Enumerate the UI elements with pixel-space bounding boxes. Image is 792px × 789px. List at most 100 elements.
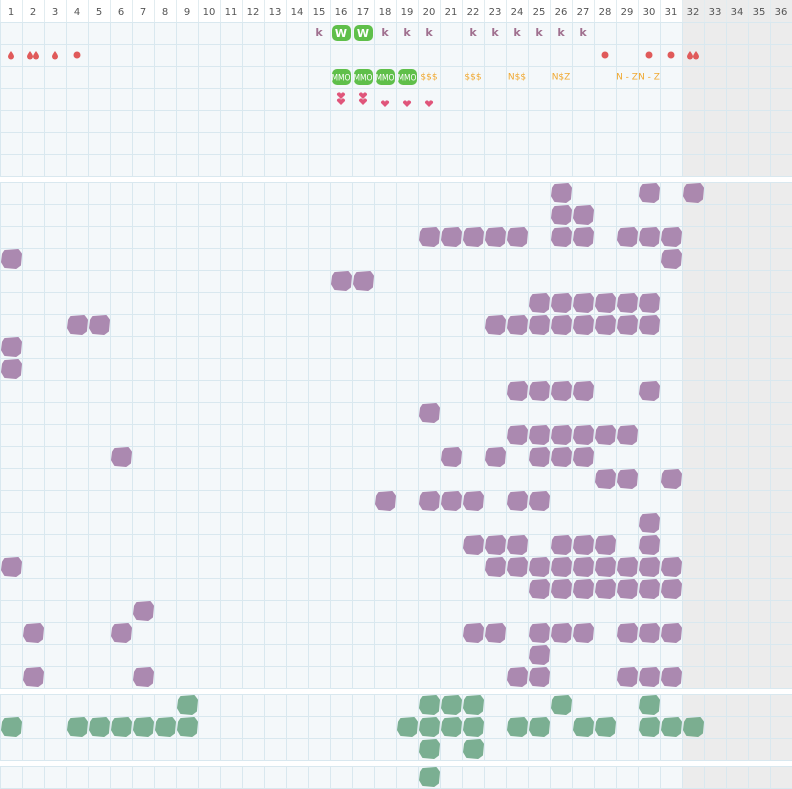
block bbox=[617, 469, 638, 489]
block bbox=[551, 315, 572, 335]
column-number: 12 bbox=[247, 7, 260, 18]
code-label: N$Z bbox=[552, 73, 571, 83]
drop-icon bbox=[693, 51, 699, 60]
block bbox=[529, 667, 550, 687]
block bbox=[529, 623, 550, 643]
k-label: k bbox=[315, 26, 323, 39]
block bbox=[639, 579, 660, 599]
block bbox=[507, 535, 528, 555]
block bbox=[507, 315, 528, 335]
dot-icon bbox=[73, 51, 81, 59]
k-label: k bbox=[469, 26, 477, 39]
column-number: 16 bbox=[335, 7, 348, 18]
block bbox=[529, 491, 550, 511]
block bbox=[529, 717, 550, 737]
block bbox=[507, 557, 528, 577]
k-label: k bbox=[535, 26, 543, 39]
block bbox=[331, 271, 352, 291]
block bbox=[177, 695, 198, 715]
block bbox=[551, 293, 572, 313]
block bbox=[1, 249, 22, 269]
block bbox=[463, 491, 484, 511]
column-number: 34 bbox=[731, 7, 744, 18]
column-number: 19 bbox=[401, 7, 414, 18]
column-number: 36 bbox=[775, 7, 788, 18]
block bbox=[111, 447, 132, 467]
column-number: 14 bbox=[291, 7, 304, 18]
block bbox=[419, 403, 440, 423]
block bbox=[551, 447, 572, 467]
block bbox=[573, 227, 594, 247]
block bbox=[617, 623, 638, 643]
column-number: 3 bbox=[52, 7, 58, 18]
block bbox=[639, 183, 660, 203]
tag-label: MMO bbox=[398, 74, 417, 84]
block bbox=[529, 557, 550, 577]
block bbox=[485, 227, 506, 247]
block bbox=[441, 717, 462, 737]
block bbox=[661, 227, 682, 247]
column-number: 31 bbox=[665, 7, 678, 18]
block bbox=[155, 717, 176, 737]
drop-icon bbox=[52, 51, 58, 60]
block bbox=[639, 717, 660, 737]
block bbox=[111, 717, 132, 737]
block bbox=[1, 557, 22, 577]
block bbox=[551, 205, 572, 225]
green-tag bbox=[398, 69, 417, 85]
block bbox=[595, 469, 616, 489]
block bbox=[463, 739, 484, 759]
code-label: $$$ bbox=[464, 73, 481, 83]
block bbox=[639, 227, 660, 247]
block bbox=[639, 535, 660, 555]
block bbox=[529, 579, 550, 599]
block bbox=[485, 557, 506, 577]
block bbox=[441, 227, 462, 247]
heart-icon bbox=[336, 92, 346, 99]
block bbox=[661, 717, 682, 737]
column-number: 35 bbox=[753, 7, 766, 18]
block bbox=[595, 535, 616, 555]
green-tag bbox=[332, 69, 351, 85]
block bbox=[133, 717, 154, 737]
block bbox=[573, 557, 594, 577]
column-number: 32 bbox=[687, 7, 700, 18]
block bbox=[551, 425, 572, 445]
block bbox=[595, 717, 616, 737]
block bbox=[573, 623, 594, 643]
tag-label: W bbox=[335, 27, 347, 40]
column-number: 23 bbox=[489, 7, 502, 18]
column-number: 6 bbox=[118, 7, 124, 18]
green-tag bbox=[354, 69, 373, 85]
code-label: N$$ bbox=[508, 73, 526, 83]
dot-icon bbox=[667, 51, 675, 59]
block bbox=[23, 667, 44, 687]
tag-label: MMO bbox=[376, 74, 395, 84]
block bbox=[573, 425, 594, 445]
column-number: 28 bbox=[599, 7, 612, 18]
block bbox=[485, 623, 506, 643]
block bbox=[595, 293, 616, 313]
heart-icon bbox=[358, 92, 368, 99]
k-label: k bbox=[381, 26, 389, 39]
block bbox=[661, 579, 682, 599]
block bbox=[507, 425, 528, 445]
column-number: 18 bbox=[379, 7, 392, 18]
block bbox=[507, 227, 528, 247]
drop-icon bbox=[33, 51, 39, 60]
block bbox=[529, 381, 550, 401]
block bbox=[551, 579, 572, 599]
column-number: 33 bbox=[709, 7, 722, 18]
block bbox=[617, 667, 638, 687]
k-label: k bbox=[513, 26, 521, 39]
dot-icon bbox=[645, 51, 653, 59]
column-number: 11 bbox=[225, 7, 238, 18]
k-label: k bbox=[491, 26, 499, 39]
block bbox=[397, 717, 418, 737]
block bbox=[551, 227, 572, 247]
block bbox=[617, 227, 638, 247]
block bbox=[573, 205, 594, 225]
block bbox=[419, 227, 440, 247]
block bbox=[375, 491, 396, 511]
